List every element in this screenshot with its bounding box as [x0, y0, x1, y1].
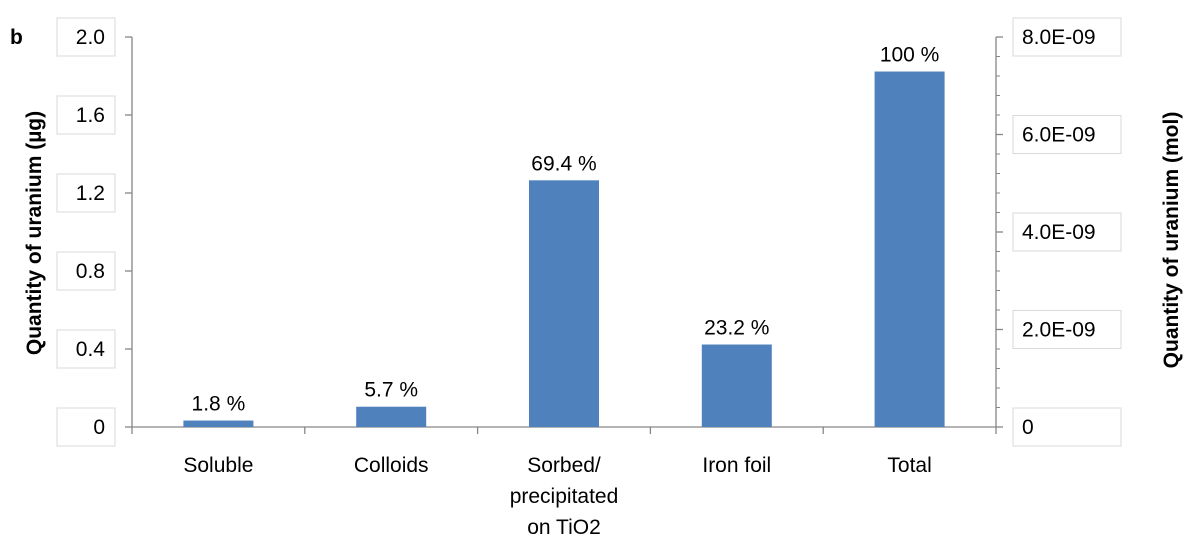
- right-tick-box: [1012, 407, 1122, 447]
- category-label: Colloids: [354, 454, 429, 477]
- right-tick-box: [1012, 212, 1122, 252]
- left-axis-ticks: 0 0.4 0.8 1.2 1.6 2.0: [56, 17, 132, 447]
- left-tick-label: 0.4: [76, 338, 106, 361]
- bar: [183, 420, 254, 427]
- right-tick-box: [1012, 310, 1122, 349]
- right-tick-label: 4.0E-09: [1022, 221, 1096, 244]
- panel-letter: b: [10, 26, 23, 49]
- data-label: 23.2 %: [704, 317, 769, 340]
- bar: [874, 71, 945, 427]
- category-label: Sorbed/precipitated on TiO2: [510, 454, 619, 539]
- right-tick-label: 8.0E-09: [1022, 26, 1096, 49]
- left-tick-box: [56, 251, 116, 291]
- category-labels: Soluble Colloids Sorbed/precipitated on TiO…: [183, 454, 931, 539]
- left-tick-box: [56, 329, 116, 369]
- right-tick-box: [1012, 17, 1122, 57]
- bar: [701, 344, 772, 427]
- right-tick-label: 6.0E-09: [1022, 124, 1096, 147]
- data-label: 100 %: [880, 44, 940, 67]
- right-tick-label: 0: [1022, 416, 1034, 439]
- category-label: Soluble: [183, 454, 253, 477]
- left-tick-label: 0: [93, 416, 105, 439]
- y2-axis-title: Quantity of uranium (mol): [1160, 112, 1183, 369]
- y-axis-title: Quantity of uranium (µg): [23, 111, 46, 355]
- left-tick-label: 0.8: [76, 260, 105, 283]
- data-labels: 1.8 % 5.7 % 69.4 % 23.2 % 100 %: [192, 44, 940, 416]
- left-tick-box: [56, 407, 116, 447]
- left-tick-label: 2.0: [76, 26, 105, 49]
- data-label: 1.8 %: [192, 393, 246, 416]
- category-label: Iron foil: [702, 454, 771, 477]
- data-label: 69.4 %: [531, 152, 596, 175]
- left-tick-label: 1.2: [76, 182, 105, 205]
- category-label: Total: [887, 454, 931, 477]
- right-tick-label: 2.0E-09: [1022, 319, 1096, 342]
- bar: [529, 180, 599, 427]
- right-axis-ticks: 0 2.0E-09 4.0E-09 6.0E-09 8.0E-09: [996, 17, 1122, 447]
- right-tick-box: [1012, 115, 1122, 154]
- left-tick-label: 1.6: [76, 104, 105, 127]
- data-label: 5.7 %: [364, 379, 418, 402]
- left-tick-box: [56, 95, 116, 135]
- bar: [356, 406, 427, 427]
- left-tick-box: [56, 173, 116, 213]
- left-tick-box: [56, 17, 116, 57]
- bars: [183, 71, 945, 427]
